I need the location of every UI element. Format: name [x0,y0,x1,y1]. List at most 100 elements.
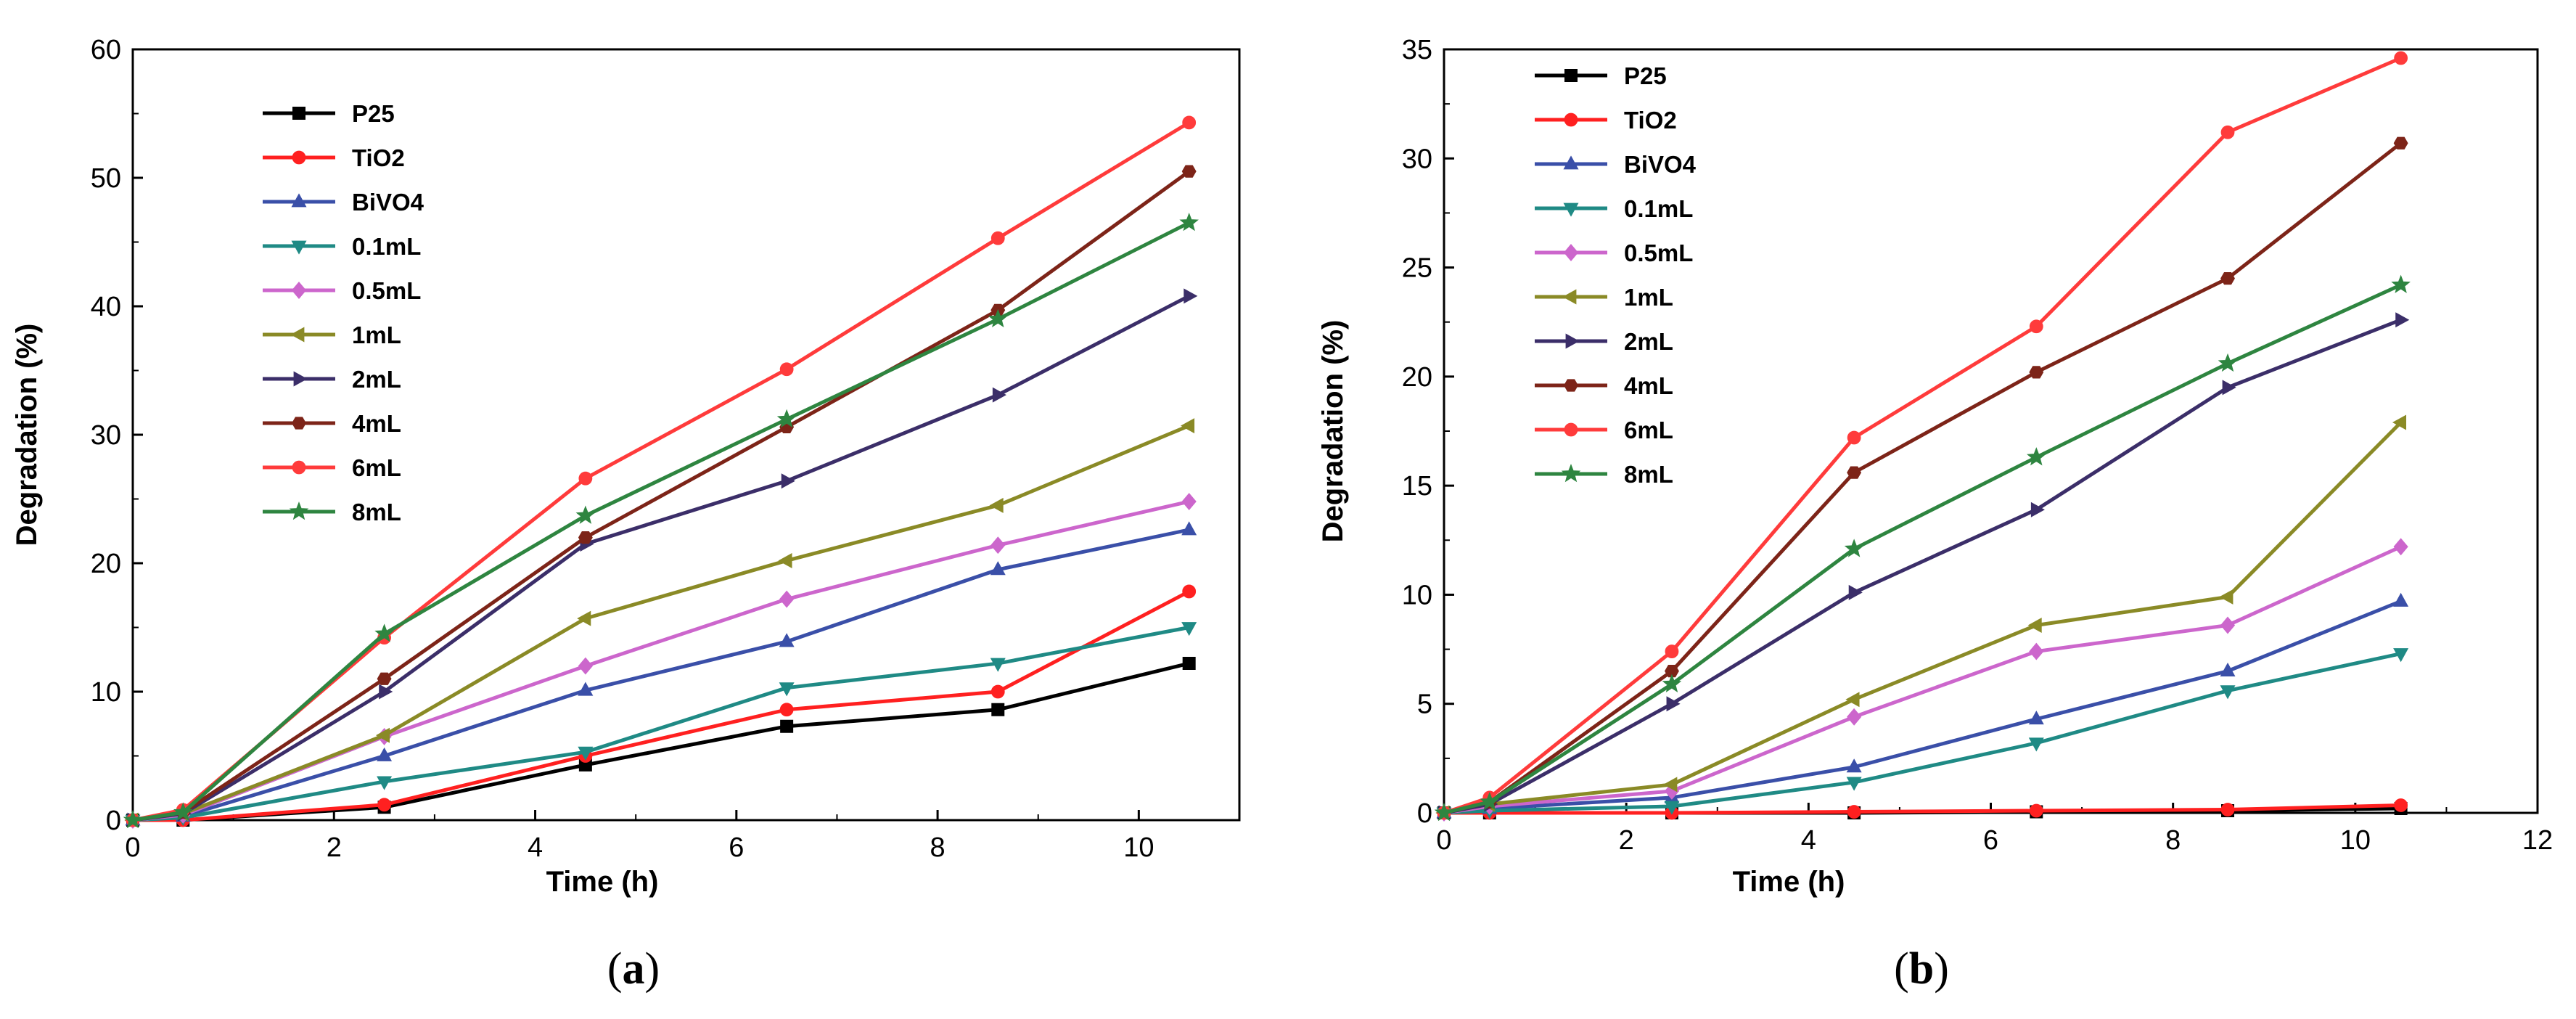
y-tick-label: 60 [91,35,121,65]
legend-label: 1mL [352,322,401,348]
x-tick-label: 8 [930,832,946,863]
legend-marker [292,417,306,430]
data-point [375,727,390,743]
legend-label: TiO2 [352,144,405,171]
data-point [991,703,1005,716]
data-point [2029,803,2043,818]
data-point [377,747,393,761]
series-line [1443,142,2403,815]
panel-caption-b: (b) [1894,944,1949,994]
legend-marker [292,107,305,120]
data-point [1665,665,1679,678]
data-point [1434,803,1454,822]
data-point [1181,165,1197,178]
legend-label: 4mL [1624,372,1673,399]
data-point [1664,801,1680,815]
data-point [2220,125,2235,139]
legend-marker [293,371,308,387]
data-point [2394,798,2408,812]
legend-label: TiO2 [1624,107,1677,134]
y-tick-label: 5 [1417,689,1432,720]
data-point [1665,644,1679,658]
x-axis-label: Time (h) [1733,866,1845,898]
x-tick-label: 2 [327,832,342,863]
series-4mL [1437,136,2408,819]
y-tick-label: 15 [1402,471,1432,502]
series-0.5mL [125,493,1197,829]
y-tick-label: 10 [91,677,121,708]
legend-marker [291,193,307,208]
data-point [2027,618,2042,634]
legend-marker [291,282,307,299]
data-point [2220,271,2235,285]
y-tick-label: 50 [91,163,121,194]
series-0.5mL [1436,538,2408,822]
data-point [989,497,1004,513]
legend-marker [1561,464,1581,483]
series-2mL [127,288,1198,828]
data-point [1846,777,1862,791]
legend-label: 0.1mL [352,233,421,260]
legend-marker [292,460,306,475]
legend-label: 2mL [352,366,401,393]
series-8mL [123,212,1199,829]
data-point [1184,288,1198,304]
data-point [2026,447,2046,466]
data-point [1181,418,1195,434]
data-point [377,672,392,685]
legend-label: P25 [352,100,395,127]
legend-label: 8mL [352,499,401,525]
y-tick-label: 20 [1402,362,1432,393]
legend-marker [290,327,305,343]
data-point [1847,466,1862,479]
data-point [779,682,795,697]
data-point [2220,616,2236,634]
data-point [1480,791,1500,811]
data-point [2030,502,2045,517]
x-tick-label: 8 [2165,825,2181,856]
legend-marker [292,150,306,165]
series-line [1443,545,2402,815]
data-point [780,719,794,733]
series-8mL [1434,274,2411,822]
data-point [990,536,1006,554]
data-point [990,684,1005,699]
legend-marker [1564,112,1578,127]
series-line [132,424,1190,822]
data-point [992,387,1006,403]
series-2mL [1438,312,2410,821]
y-tick-label: 35 [1402,35,1432,65]
x-tick-label: 4 [1801,825,1816,856]
legend-label: BiVO4 [1624,151,1697,178]
legend-marker [1564,69,1578,82]
legend-marker [291,240,307,255]
data-point [2220,662,2236,677]
legend-marker [1563,244,1579,261]
legend-label: 8mL [1624,461,1673,488]
chart-a: 0 10 20 30 40 50 60 0 2 4 6 8 10 Time (h) Degradation … [11,35,1241,898]
legend-marker [1565,333,1580,349]
legend-label: 0.5mL [352,277,421,304]
data-point [123,810,143,829]
legend-marker [1563,202,1579,217]
data-point [1848,584,1863,600]
y-axis-label: Degradation (%) [11,324,43,547]
data-point [2220,685,2236,700]
y-tick-label: 40 [91,292,121,322]
x-tick-label: 0 [125,832,140,863]
data-point [778,552,792,568]
legend-marker [289,502,309,520]
data-point [1844,539,1864,557]
data-point [578,471,593,486]
data-point [379,684,393,700]
x-tick-label: 2 [1619,825,1634,856]
x-tick-label: 6 [729,832,744,863]
data-point [2393,136,2408,150]
series-1mL [1435,414,2407,821]
data-point [1662,674,1682,692]
data-point [578,531,593,544]
x-tick-label: 12 [2522,825,2553,856]
plot-frame [131,48,1241,822]
y-tick-label: 30 [1402,144,1432,174]
